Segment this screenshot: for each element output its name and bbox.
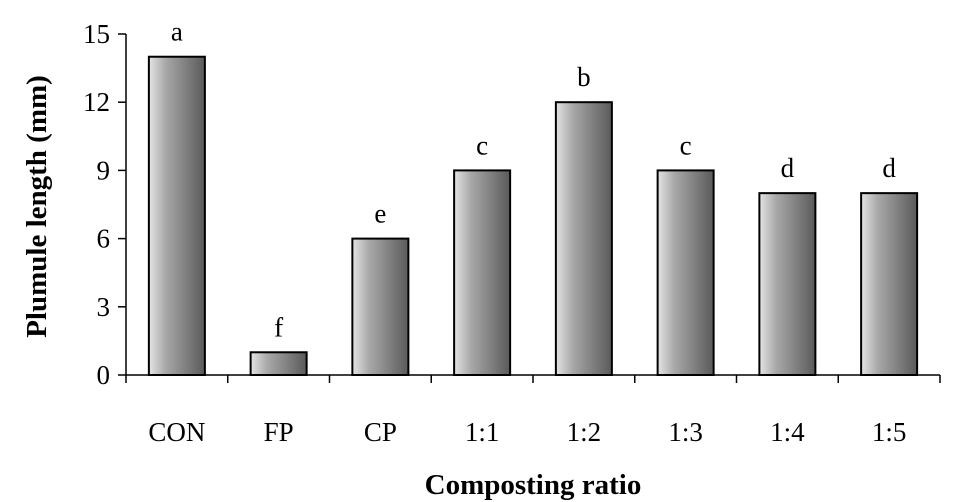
x-tick-label: FP [264,417,294,447]
bar-1:3 [656,169,715,376]
bar-1:4 [758,192,817,376]
y-tick-label: 6 [97,224,111,254]
y-tick-label: 9 [97,155,111,185]
bar-CP [351,237,410,376]
bar-FP [249,351,308,376]
significance-label: a [171,17,183,47]
x-axis-title: Composting ratio [425,469,642,501]
y-tick-label: 3 [97,292,111,322]
y-axis-title: Plumule length (mm) [21,75,53,338]
x-tick-label: CON [148,417,205,447]
bar-1:1 [453,169,512,376]
bar-1:2 [554,101,613,376]
x-tick-label: 1:2 [567,417,602,447]
x-tick-label: 1:4 [770,417,805,447]
significance-label: b [577,62,591,92]
x-tick-label: 1:5 [872,417,907,447]
x-tick-label: 1:3 [668,417,703,447]
significance-label: d [882,153,896,183]
significance-label: e [374,199,386,229]
x-tick-label: 1:1 [465,417,500,447]
significance-label: f [274,312,283,342]
y-tick-label: 15 [83,19,110,49]
x-tick-label: CP [364,417,397,447]
significance-label: c [680,130,692,160]
y-tick-label: 12 [83,87,110,117]
bar-1:5 [860,192,919,376]
y-tick-label: 0 [97,360,111,390]
bar-CON [147,55,206,376]
significance-label: c [476,130,488,160]
plot-area: a CON f FP e CP c 1:1 b 1:2 c 1:3 d 1:4 d 1:5 0 3 6 9 12 15 [83,17,941,447]
significance-label: d [781,153,795,183]
